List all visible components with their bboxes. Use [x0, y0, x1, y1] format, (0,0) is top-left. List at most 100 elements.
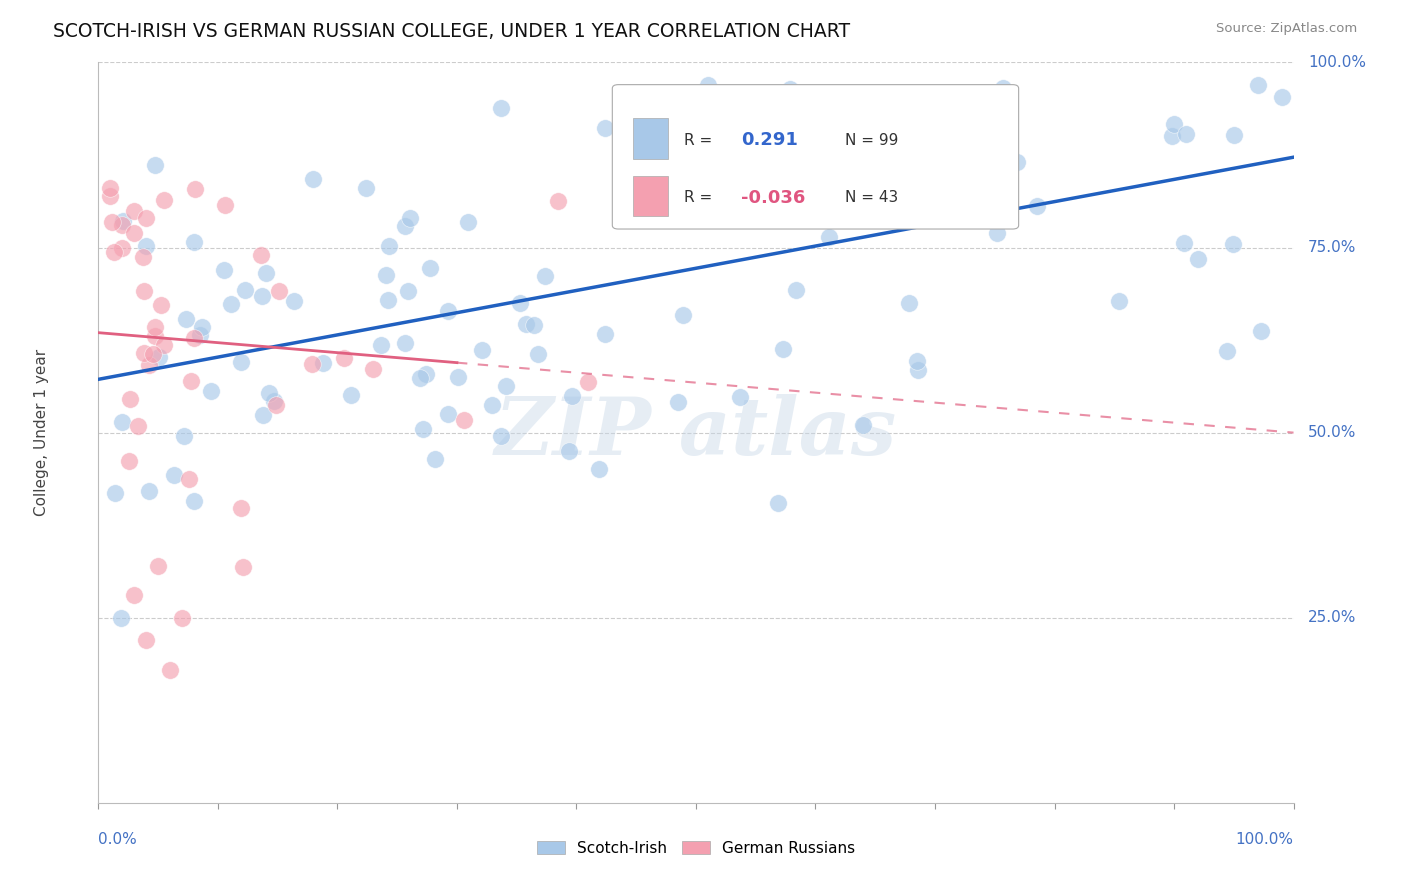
Point — [153, 337, 176, 351]
Point — [145, 320, 167, 334]
Point — [124, 203, 146, 218]
Point — [772, 343, 794, 357]
Point — [457, 215, 479, 229]
Point — [728, 390, 751, 404]
Point — [526, 346, 548, 360]
Text: 75.0%: 75.0% — [1308, 240, 1357, 255]
Point — [183, 235, 205, 249]
Point — [112, 213, 135, 227]
Point — [907, 363, 929, 377]
Point — [588, 461, 610, 475]
Point — [415, 367, 437, 381]
FancyBboxPatch shape — [633, 118, 668, 159]
Point — [333, 351, 356, 366]
Point — [221, 297, 243, 311]
Point — [848, 154, 870, 169]
Point — [263, 393, 285, 408]
FancyBboxPatch shape — [613, 85, 1019, 229]
Point — [1222, 237, 1244, 252]
Point — [148, 350, 170, 364]
Point — [150, 298, 173, 312]
Point — [481, 398, 503, 412]
Point — [138, 484, 160, 499]
Point — [437, 304, 460, 318]
Point — [558, 444, 581, 458]
Point — [377, 239, 399, 253]
Point — [1250, 324, 1272, 338]
Point — [132, 284, 155, 298]
Point — [412, 422, 434, 436]
Point — [534, 268, 557, 283]
Point — [897, 296, 920, 310]
Point — [920, 126, 942, 140]
Point — [453, 412, 475, 426]
Point — [1108, 294, 1130, 309]
Point — [409, 371, 432, 385]
Point — [229, 500, 252, 515]
Point — [172, 610, 194, 624]
Text: College, Under 1 year: College, Under 1 year — [34, 349, 49, 516]
Legend: Scotch-Irish, German Russians: Scotch-Irish, German Russians — [531, 835, 860, 862]
Point — [1215, 343, 1237, 358]
Point — [138, 358, 160, 372]
Point — [354, 181, 377, 195]
Point — [110, 610, 132, 624]
Point — [233, 283, 256, 297]
Point — [399, 211, 422, 226]
Point — [1175, 127, 1198, 141]
Point — [437, 408, 460, 422]
Point — [118, 454, 141, 468]
Point — [1223, 128, 1246, 143]
Point — [515, 317, 537, 331]
Point — [1005, 155, 1028, 169]
Point — [143, 158, 166, 172]
Point — [495, 379, 517, 393]
Point — [396, 284, 419, 298]
Point — [672, 308, 695, 322]
Point — [259, 386, 281, 401]
Point — [800, 95, 823, 109]
Point — [851, 417, 873, 432]
Text: N = 43: N = 43 — [845, 190, 898, 205]
Point — [111, 240, 134, 255]
Text: 50.0%: 50.0% — [1308, 425, 1357, 440]
Point — [967, 86, 990, 100]
Point — [903, 112, 925, 127]
Point — [779, 82, 801, 96]
Point — [561, 389, 583, 403]
Point — [1247, 78, 1270, 92]
Point — [1173, 235, 1195, 250]
Point — [576, 375, 599, 389]
Point — [370, 337, 392, 351]
Point — [302, 171, 325, 186]
Text: 100.0%: 100.0% — [1308, 55, 1365, 70]
Point — [118, 392, 141, 406]
Point — [252, 409, 274, 423]
Point — [394, 335, 416, 350]
Point — [394, 219, 416, 234]
Text: 0.291: 0.291 — [741, 131, 799, 149]
Text: R =: R = — [685, 190, 717, 205]
Point — [212, 263, 235, 277]
Point — [425, 451, 447, 466]
Text: 0.0%: 0.0% — [98, 831, 138, 847]
Point — [1187, 252, 1209, 266]
Point — [264, 398, 287, 412]
Point — [232, 559, 254, 574]
Point — [377, 293, 399, 307]
Point — [489, 429, 512, 443]
FancyBboxPatch shape — [633, 176, 668, 217]
Point — [489, 101, 512, 115]
Point — [696, 78, 718, 92]
Point — [214, 198, 236, 212]
Text: ZIP atlas: ZIP atlas — [495, 394, 897, 471]
Point — [183, 331, 205, 345]
Point — [135, 239, 157, 253]
Point — [311, 356, 333, 370]
Point — [1161, 128, 1184, 143]
Point — [593, 121, 616, 136]
Point — [98, 181, 122, 195]
Point — [339, 388, 361, 402]
Point — [142, 347, 165, 361]
Point — [174, 312, 197, 326]
